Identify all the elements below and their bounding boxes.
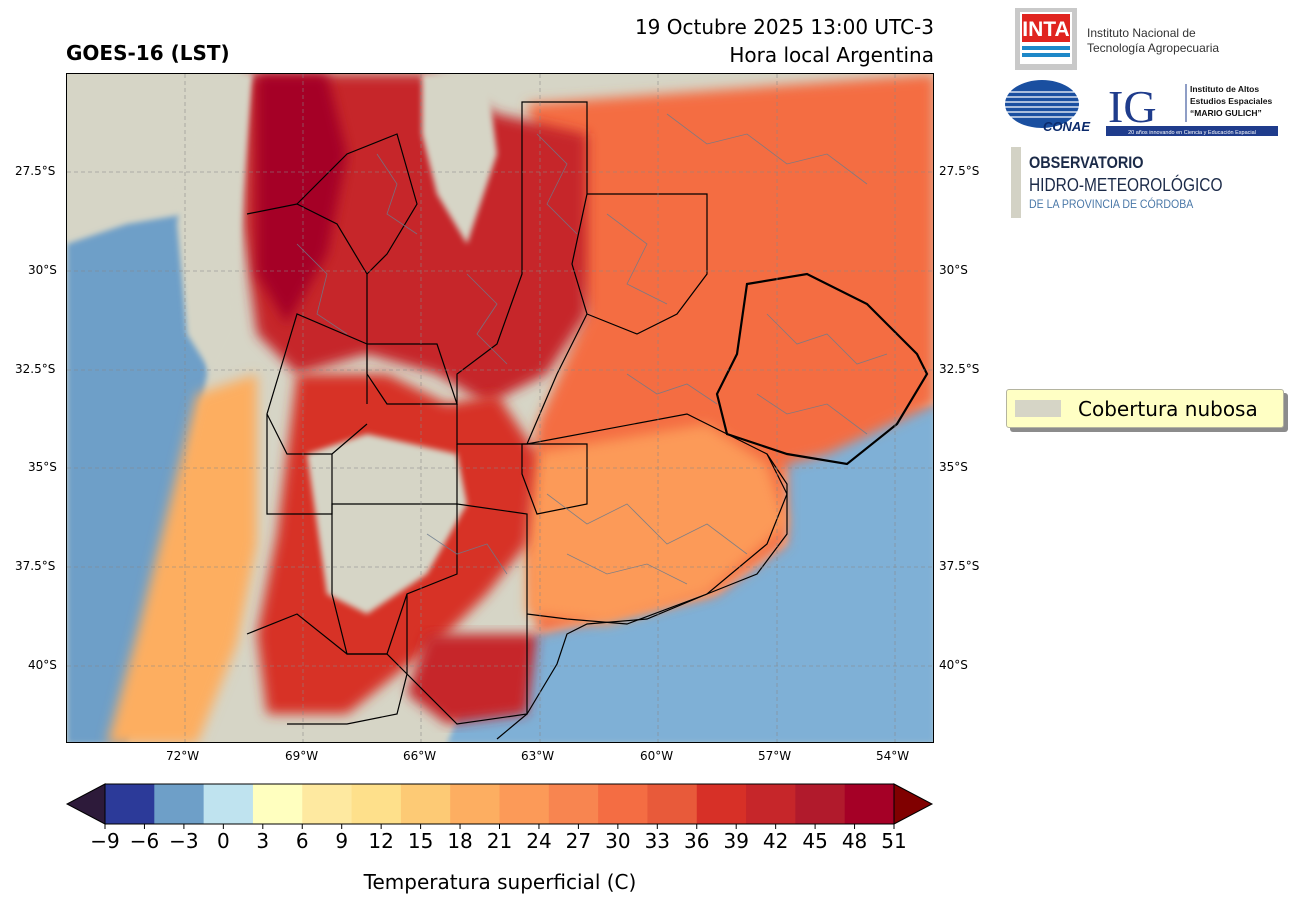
colorbar-tick-label: 30 — [605, 829, 630, 853]
ig-logo-mark: IG Instituto de Altos Estudios Espaciale… — [1106, 81, 1278, 136]
colorbar-tick-label: 39 — [723, 829, 748, 853]
cloud-patch-center — [307, 434, 467, 614]
colorbar-canvas: −9 −6 −3 0 3 6 9 12 15 18 21 24 27 30 33 36 39 42 45 48 51 — [65, 783, 934, 853]
lon-tick-label: 54°W — [876, 749, 910, 763]
conae-logo-mark: CONAE — [1005, 80, 1090, 134]
colorbar-bin — [647, 784, 698, 824]
colorbar-bin — [302, 784, 353, 824]
colorbar-bin — [450, 784, 500, 824]
map-title: GOES-16 (LST) — [66, 41, 230, 65]
datetime-line-1: 19 Octubre 2025 13:00 UTC-3 — [634, 15, 934, 39]
cloud-patch-andes — [177, 74, 252, 374]
ig-name-line-3: “MARIO GULICH” — [1190, 108, 1262, 118]
colorbar-bin — [105, 784, 155, 824]
colorbar-tick-label: 3 — [256, 829, 269, 853]
colorbar-tick-label: −6 — [130, 829, 159, 853]
colorbar-tick-label: 21 — [487, 829, 512, 853]
lat-tick-label: 30°S — [939, 263, 968, 277]
department-boundaries — [296, 113, 888, 585]
colorbar-label: Temperatura superficial (C) — [363, 870, 637, 894]
colorbar-tick-label: 15 — [408, 829, 433, 853]
lon-tick-label: 66°W — [403, 749, 437, 763]
inta-name-line-2: Tecnología Agropecuaria — [1087, 41, 1220, 55]
legend-label: Cobertura nubosa — [1078, 396, 1258, 421]
legend-swatch — [1015, 400, 1061, 417]
lat-tick-label: 35°S — [939, 460, 968, 474]
atlantic-ocean — [447, 404, 933, 742]
map-canvas — [67, 74, 933, 742]
colorbar-bin — [252, 784, 303, 824]
ig-name-line-1: Instituto de Altos — [1190, 84, 1259, 94]
warm-region-buenos-aires — [527, 424, 787, 624]
lon-tick-label: 57°W — [758, 749, 792, 763]
temperature-map — [66, 73, 934, 743]
lat-tick-label: 32.5°S — [15, 362, 56, 376]
colorbar: −9 −6 −3 0 3 6 9 12 15 18 21 24 27 30 33 36 39 42 45 48 51 — [60, 780, 940, 890]
lon-tick-label: 69°W — [285, 749, 319, 763]
lat-tick-label: 27.5°S — [15, 164, 56, 178]
conae-mark-text: CONAE — [1043, 119, 1090, 134]
lat-tick-label: 40°S — [939, 658, 968, 672]
colorbar-tick-label: 36 — [684, 829, 709, 853]
colorbar-bin — [696, 784, 747, 824]
inta-name-line-1: Instituto Nacional de — [1087, 26, 1196, 40]
lat-tick-label: 40°S — [28, 658, 57, 672]
ig-banner-text: 20 años innovando en Ciencia y Educación… — [1128, 130, 1256, 136]
colorbar-tick-label: 45 — [802, 829, 827, 853]
colorbar-bin — [844, 784, 895, 824]
ig-mark-text: IG — [1108, 81, 1157, 132]
pacific-ocean — [67, 214, 217, 742]
ig-name-line-2: Estudios Espaciales — [1190, 96, 1272, 106]
colorbar-under-arrow — [65, 783, 106, 825]
observatorio-bar — [1011, 147, 1021, 218]
graticule — [67, 74, 933, 742]
colorbar-tick-label: 51 — [881, 829, 906, 853]
lat-tick-label: 27.5°S — [939, 164, 980, 178]
uruguay-border — [715, 272, 929, 466]
observatorio-line-2: HIDRO-METEOROLÓGICO — [1029, 175, 1223, 195]
inta-logo-mark: INTA — [1015, 8, 1077, 70]
lon-tick-label: 60°W — [640, 749, 674, 763]
lat-tick-label: 35°S — [28, 460, 57, 474]
lon-tick-label: 63°W — [521, 749, 555, 763]
colorbar-tick-label: 18 — [447, 829, 472, 853]
colorbar-tick-label: 27 — [566, 829, 591, 853]
colorbar-bin — [203, 784, 254, 824]
colorbar-bin — [548, 784, 599, 824]
colorbar-bin — [746, 784, 796, 824]
colorbar-bin — [499, 784, 550, 824]
lon-tick-label: 72°W — [166, 749, 200, 763]
lat-tick-label: 37.5°S — [939, 559, 980, 573]
cloud-patch-north — [422, 74, 497, 244]
colorbar-bin — [400, 784, 451, 824]
colorbar-tick-label: 6 — [296, 829, 309, 853]
lat-tick-label: 37.5°S — [15, 559, 56, 573]
colorbar-over-arrow — [893, 783, 934, 825]
colorbar-tick-label: 9 — [335, 829, 348, 853]
colorbar-tick-label: 24 — [526, 829, 551, 853]
colorbar-tick-label: 42 — [763, 829, 788, 853]
inta-mark-text: INTA — [1022, 18, 1069, 41]
lat-tick-label: 32.5°S — [939, 362, 980, 376]
cloud-cover-legend: Cobertura nubosa — [1006, 389, 1284, 428]
argentina-coastline — [496, 453, 788, 740]
colorbar-tick-label: −3 — [169, 829, 198, 853]
observatorio-line-3: DE LA PROVINCIA DE CÓRDOBA — [1029, 197, 1194, 211]
observatorio-line-1: OBSERVATORIO — [1029, 153, 1144, 172]
colorbar-tick-label: 33 — [645, 829, 670, 853]
colorbar-bin — [795, 784, 846, 824]
hot-region-south — [407, 634, 537, 724]
colorbar-tick-label: 0 — [217, 829, 230, 853]
colorbar-tick-label: 12 — [368, 829, 393, 853]
colorbar-bin — [351, 784, 402, 824]
lat-tick-label: 30°S — [28, 263, 57, 277]
datetime-line-2: Hora local Argentina — [729, 43, 934, 67]
colorbar-bin — [598, 784, 648, 824]
colorbar-tick-label: 48 — [842, 829, 867, 853]
cool-region-west — [107, 374, 257, 742]
colorbar-tick-label: −9 — [90, 829, 119, 853]
datetime-header: 19 Octubre 2025 13:00 UTC-3 Hora local A… — [635, 13, 934, 69]
colorbar-bin — [154, 784, 205, 824]
